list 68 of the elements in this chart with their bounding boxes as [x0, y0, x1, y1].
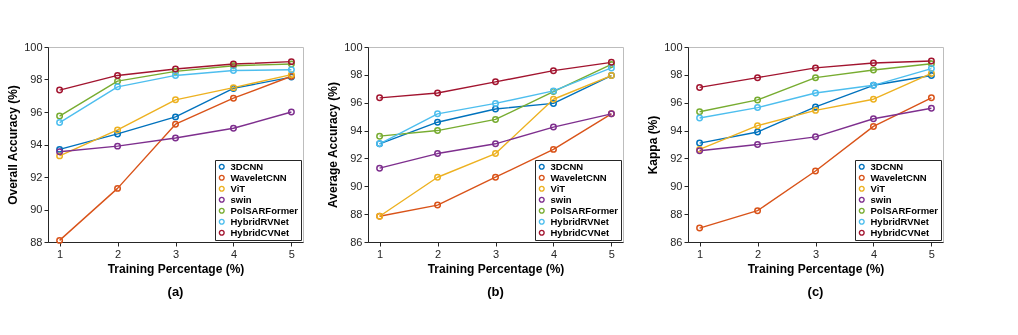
- y-tick-label: 86: [670, 235, 683, 248]
- text: (c): [807, 284, 824, 299]
- x-axis-title: Training Percentage (%): [427, 261, 565, 276]
- y-tick-label: 96: [670, 96, 683, 109]
- y-tick-label: 90: [350, 179, 363, 192]
- x-axis-title: Training Percentage (%): [747, 261, 885, 276]
- y-tick-label: 92: [350, 151, 363, 164]
- y-tick-label: 88: [350, 207, 363, 220]
- legend-label: WaveletCNN: [230, 171, 287, 183]
- text: (b): [487, 284, 504, 299]
- legend-label: HybridCVNet: [550, 226, 610, 238]
- legend-label: PolSARFormer: [550, 204, 619, 216]
- y-tick-label: 96: [350, 96, 363, 109]
- y-tick-label: 94: [670, 124, 683, 137]
- legend-label: ViT: [870, 182, 886, 194]
- x-axis-title: Training Percentage (%): [107, 261, 245, 276]
- x-tick-label: 4: [230, 247, 238, 260]
- x-tick-label: 3: [812, 247, 820, 260]
- x-tick-label: 2: [114, 247, 122, 260]
- legend-label: HybridCVNet: [230, 226, 290, 238]
- legend-label: swin: [550, 193, 572, 205]
- y-tick-label: 96: [30, 105, 43, 118]
- legend-label: ViT: [230, 182, 246, 194]
- legend-label: 3DCNN: [230, 160, 264, 172]
- y-axis-title: Kappa (%): [646, 115, 661, 175]
- y-tick-label: 88: [30, 235, 43, 248]
- y-tick-label: 92: [670, 151, 683, 164]
- legend-label: 3DCNN: [550, 160, 584, 172]
- x-tick-label: 5: [608, 247, 615, 260]
- y-tick-label: 100: [24, 40, 43, 53]
- y-tick-label: 88: [670, 207, 683, 220]
- legend-label: PolSARFormer: [230, 204, 299, 216]
- y-tick-label: 98: [670, 68, 683, 81]
- y-tick-label: 98: [30, 73, 43, 85]
- y-tick-label: 90: [670, 179, 683, 192]
- y-tick-label: 92: [30, 170, 43, 183]
- legend-label: PolSARFormer: [870, 204, 939, 216]
- legend-label: HybridRVNet: [550, 215, 610, 227]
- x-tick-label: 4: [870, 247, 878, 260]
- y-axis-title: Overall Accuracy (%): [6, 85, 21, 205]
- x-tick-label: 3: [492, 247, 500, 260]
- legend-label: HybridRVNet: [230, 215, 290, 227]
- y-tick-label: 100: [664, 40, 683, 53]
- x-tick-label: 2: [754, 247, 762, 260]
- x-tick-label: 3: [172, 247, 180, 260]
- y-tick-label: 94: [350, 124, 363, 137]
- legend-label: swin: [230, 193, 252, 205]
- x-tick-label: 1: [377, 247, 384, 260]
- y-tick-label: 98: [350, 68, 363, 81]
- x-tick-label: 1: [57, 247, 64, 260]
- y-axis-title: Average Accuracy (%): [326, 82, 341, 208]
- legend-label: HybridRVNet: [870, 215, 930, 227]
- legend-label: 3DCNN: [870, 160, 904, 172]
- x-tick-label: 5: [288, 247, 295, 260]
- legend-label: WaveletCNN: [870, 171, 927, 183]
- legend-label: swin: [870, 193, 892, 205]
- y-tick-label: 86: [350, 235, 363, 248]
- legend-label: WaveletCNN: [550, 171, 607, 183]
- legend-label: ViT: [550, 182, 566, 194]
- legend-label: HybridCVNet: [870, 226, 930, 238]
- x-tick-label: 1: [697, 247, 704, 260]
- text: (a): [167, 284, 184, 299]
- y-tick-label: 94: [30, 138, 43, 150]
- x-tick-label: 4: [550, 247, 558, 260]
- x-tick-label: 2: [434, 247, 442, 260]
- y-tick-label: 100: [344, 40, 363, 53]
- x-tick-label: 5: [928, 247, 935, 260]
- y-tick-label: 90: [30, 203, 43, 215]
